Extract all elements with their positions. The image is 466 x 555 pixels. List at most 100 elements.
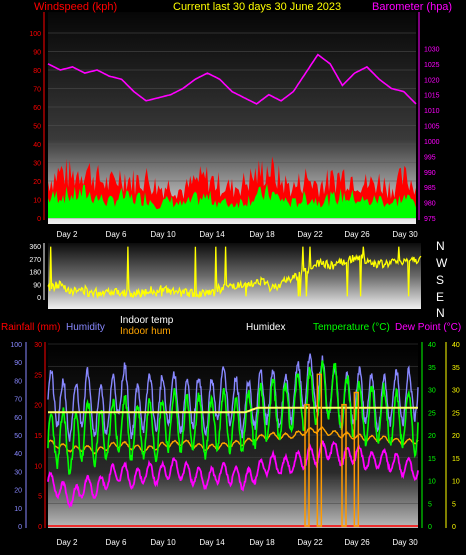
baro-right-tick: 1010 [424, 108, 440, 115]
temp-right-tick: 5 [428, 501, 432, 508]
humidity-left-tick: 10 [14, 506, 22, 513]
humidity-left-tick: 30 [14, 469, 22, 476]
dew-point-line [47, 440, 419, 509]
direction-tick: 90 [33, 282, 41, 289]
wind-left-tick: 0 [37, 216, 41, 223]
direction-axes: 0 90 180 270 360 [29, 243, 45, 302]
chart-title: Current last 30 days 30 June 2023 [173, 1, 341, 13]
humidity-left-tick: 100 [10, 342, 22, 349]
wind-series [47, 53, 417, 218]
rain-left-tick: 25 [34, 372, 42, 379]
baro-right-tick: 1030 [424, 46, 440, 53]
wind-avg-area [48, 183, 416, 218]
wind-left-tick: 80 [33, 68, 41, 75]
direction-labels: N W S E N [436, 239, 448, 320]
dew-right-tick: 5 [452, 501, 456, 508]
x-tick-label: Day 30 [392, 230, 418, 239]
humidity-left-tick: 50 [14, 433, 22, 440]
wind-label: Windspeed (kph) [34, 1, 117, 13]
direction-series [47, 246, 422, 300]
dew-right-tick: 15 [452, 456, 460, 463]
rain-left-tick: 5 [38, 494, 42, 501]
legend-indoor-temp: Indoor temp [120, 315, 174, 326]
humidity-left-tick: 80 [14, 378, 22, 385]
x-tick-label: Day 10 [150, 538, 176, 547]
rainfall-bar [353, 391, 360, 527]
dew-right-tick: 10 [452, 479, 460, 486]
wind-left-tick: 30 [33, 161, 41, 168]
baro-label: Barometer (hpa) [372, 1, 452, 13]
legend-dew-point: Dew Point (°C) [395, 322, 461, 333]
legend-humidex: Humidex [246, 322, 285, 333]
temp-axes: 0 0 5 5 10 10 15 15 20 20 25 25 30 30 35 35 40 40 0 10 20 30 4… [10, 342, 460, 547]
x-tick-label: Day 26 [344, 538, 370, 547]
baro-right-tick: 1015 [424, 93, 440, 100]
temp-right-tick: 20 [428, 433, 436, 440]
rainfall-bar [316, 373, 323, 527]
temp-right-tick: 25 [428, 410, 436, 417]
temp-right-tick: 40 [428, 342, 436, 349]
rain-left-tick: 20 [34, 403, 42, 410]
temp-right-tick: 15 [428, 456, 436, 463]
rain-left-tick: 0 [38, 524, 42, 531]
humidity-left-tick: 40 [14, 451, 22, 458]
temp-right-tick: 0 [428, 524, 432, 531]
dew-right-tick: 40 [452, 342, 460, 349]
legend-indoor-hum: Indoor hum [120, 326, 171, 337]
wind-left-tick: 50 [33, 124, 41, 131]
direction-tick: 0 [37, 295, 41, 302]
humidity-left-tick: 60 [14, 415, 22, 422]
humidity-left-tick: 90 [14, 360, 22, 367]
wind-left-tick: 60 [33, 105, 41, 112]
wind-left-tick: 40 [33, 142, 41, 149]
baro-right-tick: 980 [424, 201, 436, 208]
x-tick-label: Day 6 [106, 538, 127, 547]
x-tick-label: Day 30 [392, 538, 418, 547]
legend-temperature: Temperature (°C) [313, 322, 390, 333]
temp-right-tick: 10 [428, 479, 436, 486]
wind-baro-panel: 0102030405060708090100975980985990995100… [29, 1, 452, 239]
wind-axes: 0102030405060708090100975980985990995100… [29, 12, 440, 239]
legend-humidity: Humidity [66, 322, 105, 333]
dew-right-tick: 0 [452, 524, 456, 531]
x-tick-label: Day 2 [57, 538, 78, 547]
wind-left-tick: 20 [33, 179, 41, 186]
rainfall-bar [304, 403, 310, 527]
baro-right-tick: 985 [424, 185, 436, 192]
humidity-line [47, 353, 419, 442]
wind-left-tick: 70 [33, 87, 41, 94]
baro-right-tick: 1025 [424, 62, 440, 69]
x-tick-label: Day 2 [57, 230, 78, 239]
baro-right-tick: 975 [424, 216, 436, 223]
x-tick-label: Day 26 [344, 230, 370, 239]
rain-left-tick: 10 [34, 463, 42, 470]
humidity-left-tick: 0 [18, 524, 22, 531]
x-tick-label: Day 14 [199, 538, 225, 547]
baro-right-tick: 990 [424, 170, 436, 177]
x-tick-label: Day 18 [249, 538, 275, 547]
dir-label-s: S [436, 273, 444, 287]
temp-series [47, 353, 419, 527]
direction-panel: 0 90 180 270 360 N W S E N [29, 239, 448, 320]
dir-label-e: E [436, 290, 444, 304]
dir-label-w: W [436, 256, 448, 270]
dir-label-n2: N [436, 306, 445, 320]
baro-right-tick: 1020 [424, 77, 440, 84]
rain-left-tick: 15 [34, 433, 42, 440]
dew-right-tick: 30 [452, 388, 460, 395]
direction-tick: 180 [29, 270, 41, 277]
temp-right-tick: 35 [428, 365, 436, 372]
direction-panel-bg [48, 243, 421, 309]
x-tick-label: Day 14 [199, 230, 225, 239]
dew-right-tick: 35 [452, 365, 460, 372]
baro-right-tick: 1005 [424, 124, 440, 131]
wind-left-tick: 100 [29, 31, 41, 38]
wind-left-tick: 10 [33, 198, 41, 205]
rainfall-bar [341, 403, 347, 527]
wind-direction-line [47, 246, 422, 300]
indoor-hum-line [47, 426, 419, 455]
x-tick-label: Day 6 [106, 230, 127, 239]
legend-rainfall: Rainfall (mm) [1, 322, 60, 333]
x-tick-label: Day 10 [150, 230, 176, 239]
temp-panel: 0 0 5 5 10 10 15 15 20 20 25 25 30 30 35 35 40 40 0 10 20 30 4… [10, 342, 460, 547]
